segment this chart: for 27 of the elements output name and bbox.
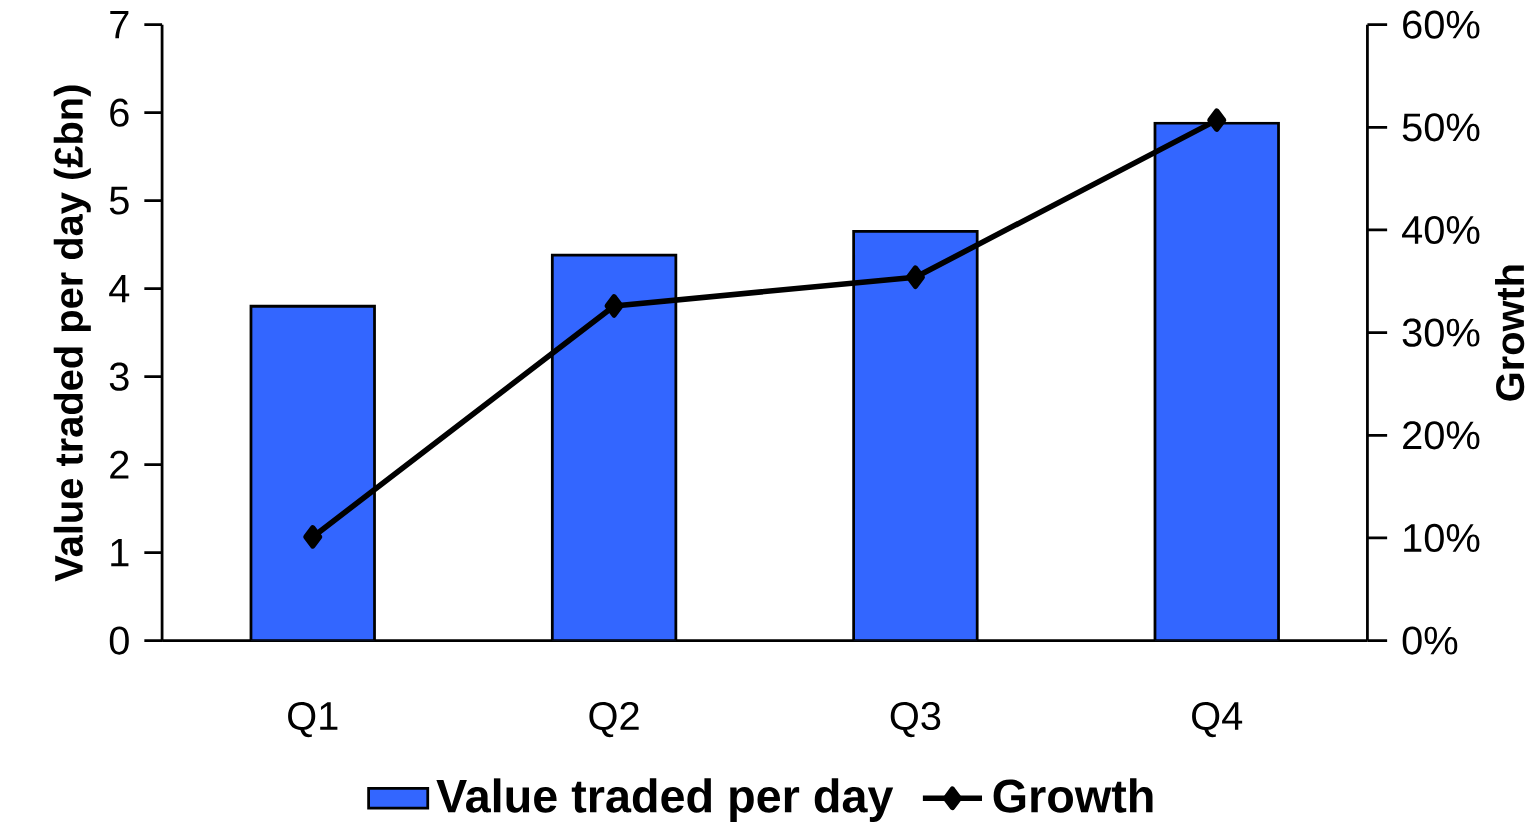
y2-tick-label: 40% — [1402, 215, 1480, 245]
x-tick-label: Q2 — [589, 701, 639, 738]
y-tick-label: 1 — [111, 539, 129, 567]
y-tick-label: 6 — [110, 98, 129, 127]
x-tick-label: Q4 — [1192, 701, 1243, 738]
y-tick-label: 4 — [109, 275, 130, 303]
point — [303, 525, 323, 549]
y-tick-label: 7 — [110, 11, 129, 39]
y2-tick-label: 10% — [1404, 523, 1480, 553]
y2-tick-label: 20% — [1403, 421, 1480, 450]
y2-axis-title: Growth — [1495, 265, 1525, 401]
y2-tick-label: 30% — [1402, 318, 1480, 347]
y2-tick-label: 0% — [1402, 626, 1458, 655]
y-tick-label: 0 — [109, 626, 129, 655]
y2-tick-label: 60% — [1403, 10, 1480, 39]
y2-tick-label: 50% — [1402, 113, 1480, 142]
legend-label: Growth — [993, 778, 1153, 813]
y-tick-label: 3 — [109, 362, 129, 391]
y-axis-title: Value traded per day (£bn) — [53, 85, 91, 582]
y-tick-label: 2 — [110, 450, 129, 479]
x-tick-label: Q1 — [288, 701, 338, 738]
legend-label: Value traded per day — [436, 778, 894, 823]
point — [604, 294, 624, 318]
point — [905, 265, 925, 290]
x-tick-label: Q3 — [890, 701, 941, 738]
y-tick-label: 5 — [109, 186, 129, 215]
point — [1207, 108, 1227, 132]
